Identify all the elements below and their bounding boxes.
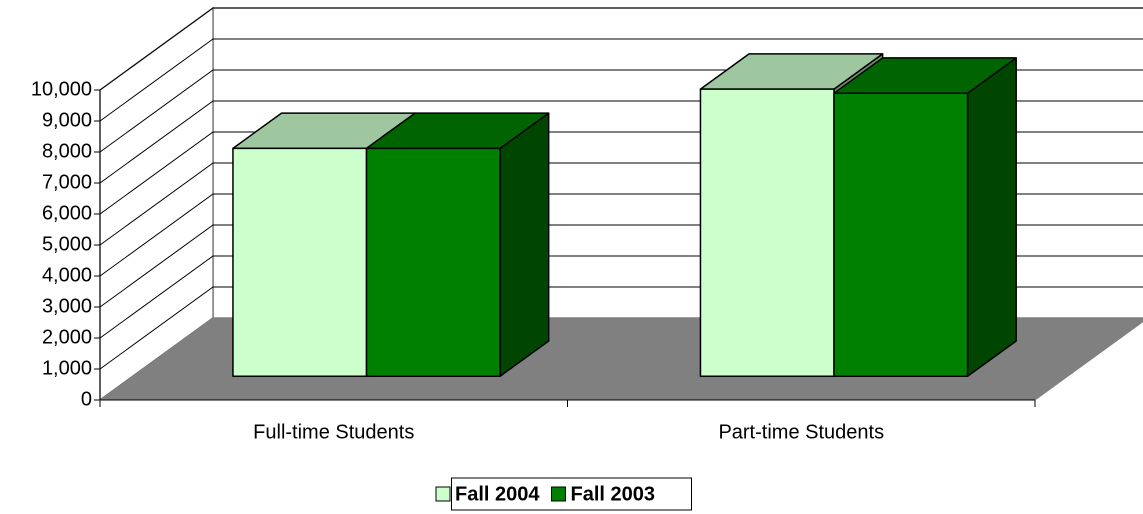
y-tick-label: 6,000 (42, 202, 92, 224)
legend-swatch (551, 486, 567, 502)
y-tick-label: 1,000 (42, 357, 92, 379)
y-tick-label: 0 (81, 388, 92, 410)
legend-swatch (435, 486, 451, 502)
bar-group (833, 57, 1017, 377)
y-tick-label: 3,000 (42, 295, 92, 317)
legend-text: Fall 2004 (455, 483, 540, 505)
bar-side (499, 112, 550, 377)
y-tick-label: 2,000 (42, 326, 92, 348)
grid-line (99, 7, 1143, 91)
x-tick-label: Part-time Students (718, 421, 884, 443)
bar (833, 92, 969, 377)
y-tick-label: 8,000 (42, 140, 92, 162)
grid-line (99, 38, 1143, 122)
x-tick-label: Full-time Students (253, 421, 414, 443)
legend: Fall 2004 Fall 2003 (435, 477, 693, 511)
bar (232, 147, 368, 377)
bar (699, 88, 835, 377)
y-tick-label: 4,000 (42, 264, 92, 286)
bar-group (365, 112, 550, 377)
legend-text: Fall 2003 (571, 483, 656, 505)
y-tick-label: 5,000 (42, 233, 92, 255)
y-tick-label: 10,000 (31, 78, 92, 100)
bar (365, 147, 501, 377)
bar-side (966, 57, 1017, 377)
y-tick-label: 7,000 (42, 171, 92, 193)
legend-box (450, 477, 693, 511)
y-tick-label: 9,000 (42, 109, 92, 131)
